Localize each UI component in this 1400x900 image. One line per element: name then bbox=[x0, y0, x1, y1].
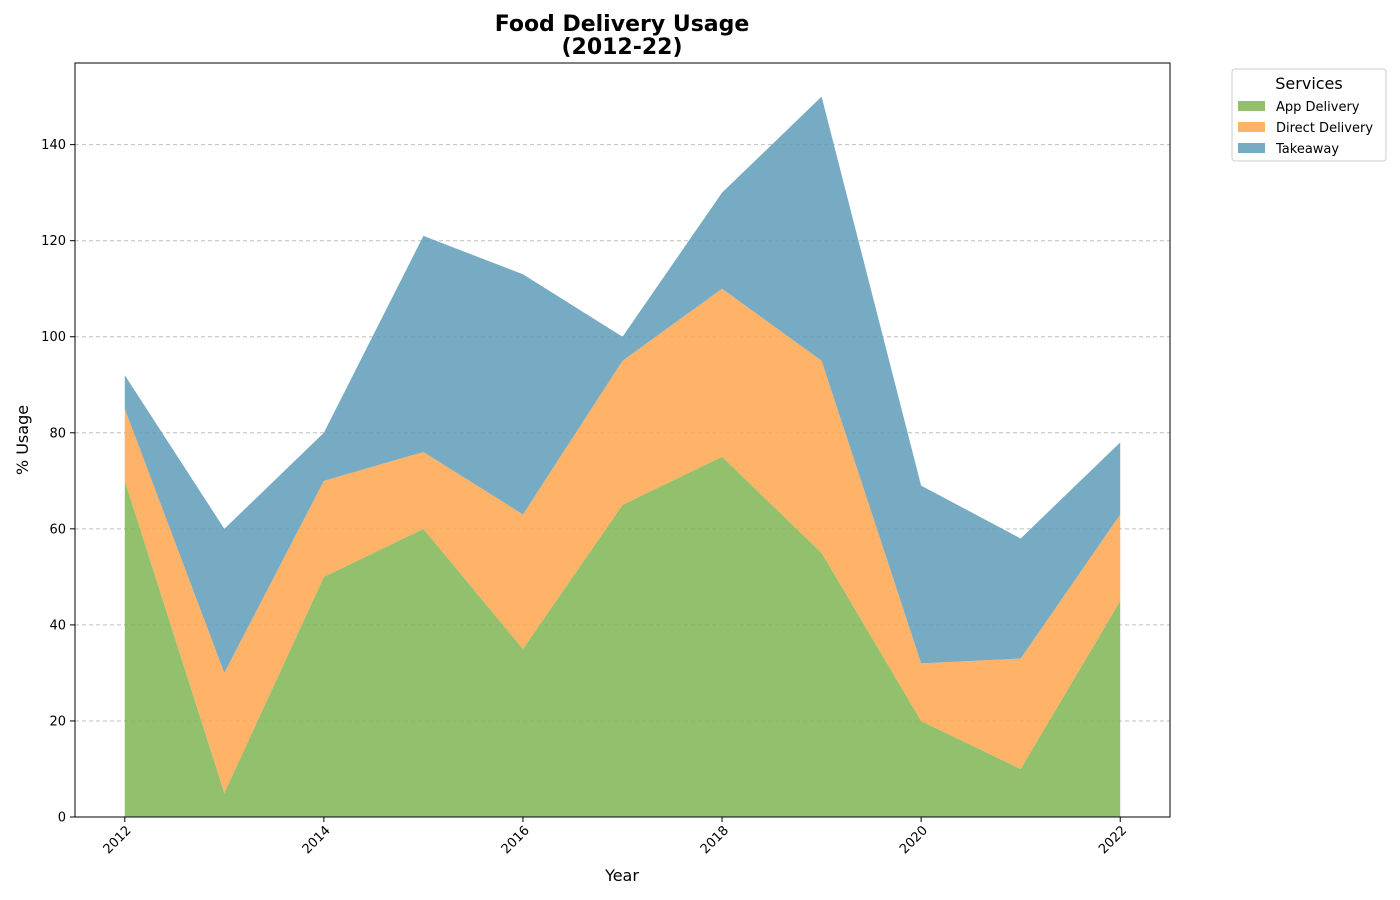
legend-label-direct-delivery: Direct Delivery bbox=[1276, 121, 1373, 136]
legend-label-takeaway: Takeaway bbox=[1275, 142, 1339, 157]
legend-swatch-takeaway bbox=[1238, 143, 1265, 153]
x-tick-label-2018: 2018 bbox=[698, 823, 732, 857]
legend: Services App Delivery Direct Delivery Take… bbox=[1231, 68, 1387, 162]
area-takeaway bbox=[124, 96, 1121, 673]
x-tick-label-2014: 2014 bbox=[300, 823, 334, 857]
x-tick-label-2022: 2022 bbox=[1096, 823, 1130, 857]
x-axis: 2012 2014 2016 2018 2020 2022 bbox=[101, 817, 1130, 857]
area-app-delivery bbox=[124, 456, 1121, 817]
x-axis-label: Year bbox=[604, 866, 639, 885]
y-tick-label-0: 0 bbox=[58, 811, 66, 826]
legend-title: Services bbox=[1275, 74, 1342, 93]
legend-swatch-direct-delivery bbox=[1238, 122, 1265, 132]
area-direct-delivery bbox=[124, 288, 1121, 793]
legend-box bbox=[1231, 68, 1387, 162]
legend-swatch-app-delivery bbox=[1238, 101, 1265, 111]
y-tick-label-20: 20 bbox=[49, 714, 66, 729]
chart-title-line2: (2012-22) bbox=[561, 35, 682, 60]
y-tick-label-40: 40 bbox=[49, 618, 66, 633]
legend-items: App Delivery Direct Delivery Takeaway bbox=[1238, 100, 1373, 157]
plot-frame bbox=[74, 62, 1171, 818]
area-series-group bbox=[124, 96, 1121, 817]
y-tick-label-80: 80 bbox=[49, 426, 66, 441]
y-tick-label-120: 120 bbox=[41, 234, 66, 249]
y-tick-label-140: 140 bbox=[41, 138, 66, 153]
y-tick-label-100: 100 bbox=[41, 330, 66, 345]
y-axis: 0 20 40 60 80 100 120 140 bbox=[41, 138, 75, 826]
legend-label-app-delivery: App Delivery bbox=[1276, 100, 1360, 115]
y-axis-label: % Usage bbox=[13, 405, 32, 475]
y-tick-label-60: 60 bbox=[49, 522, 66, 537]
x-tick-label-2012: 2012 bbox=[101, 823, 135, 857]
x-tick-label-2016: 2016 bbox=[499, 823, 533, 857]
chart-title-line1: Food Delivery Usage bbox=[495, 12, 750, 37]
x-tick-label-2020: 2020 bbox=[897, 823, 931, 857]
